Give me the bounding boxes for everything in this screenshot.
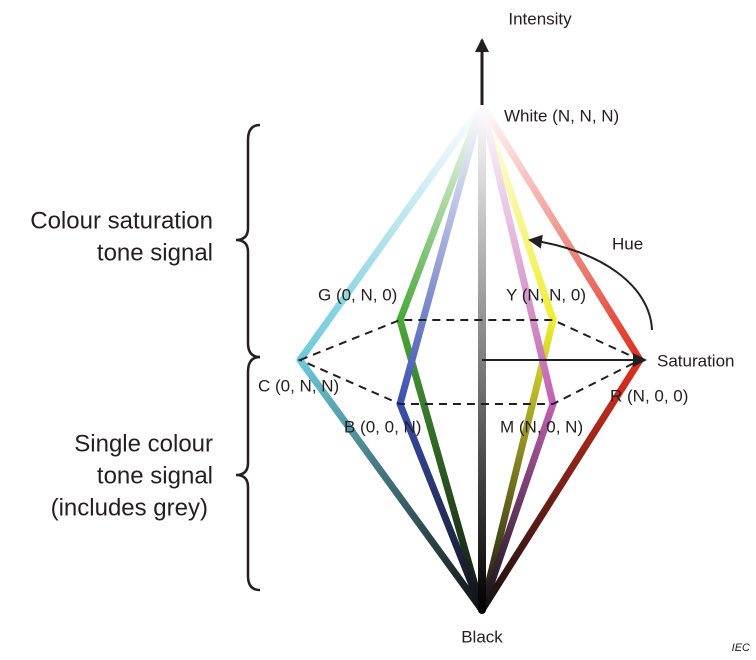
credit: IEC (732, 642, 750, 654)
vertex-label: C (0, N, N) (258, 376, 339, 395)
brace-label: tone signal (97, 239, 213, 266)
vertex-label: R (N, 0, 0) (610, 386, 688, 405)
brace-label: Colour saturation (30, 207, 213, 234)
hexagon (297, 319, 643, 405)
hue-label: Hue (612, 234, 643, 253)
brace-label: tone signal (97, 462, 213, 489)
upper-brace (235, 123, 261, 359)
brace-label: Single colour (74, 430, 213, 457)
black-label: Black (461, 627, 503, 646)
edges (296, 101, 644, 614)
vertex-label: G (0, N, 0) (318, 285, 397, 304)
vertex-label: Y (N, N, 0) (506, 285, 586, 304)
intensity-label: Intensity (508, 9, 572, 28)
brace-label: (includes grey) (51, 494, 208, 521)
vertex-label: M (N, 0, N) (500, 417, 583, 436)
white-label: White (N, N, N) (504, 106, 619, 125)
hue-arrow (528, 234, 653, 331)
vertex-label: B (0, 0, N) (344, 417, 421, 436)
saturation-label: Saturation (657, 351, 735, 370)
lower-brace (235, 355, 261, 592)
